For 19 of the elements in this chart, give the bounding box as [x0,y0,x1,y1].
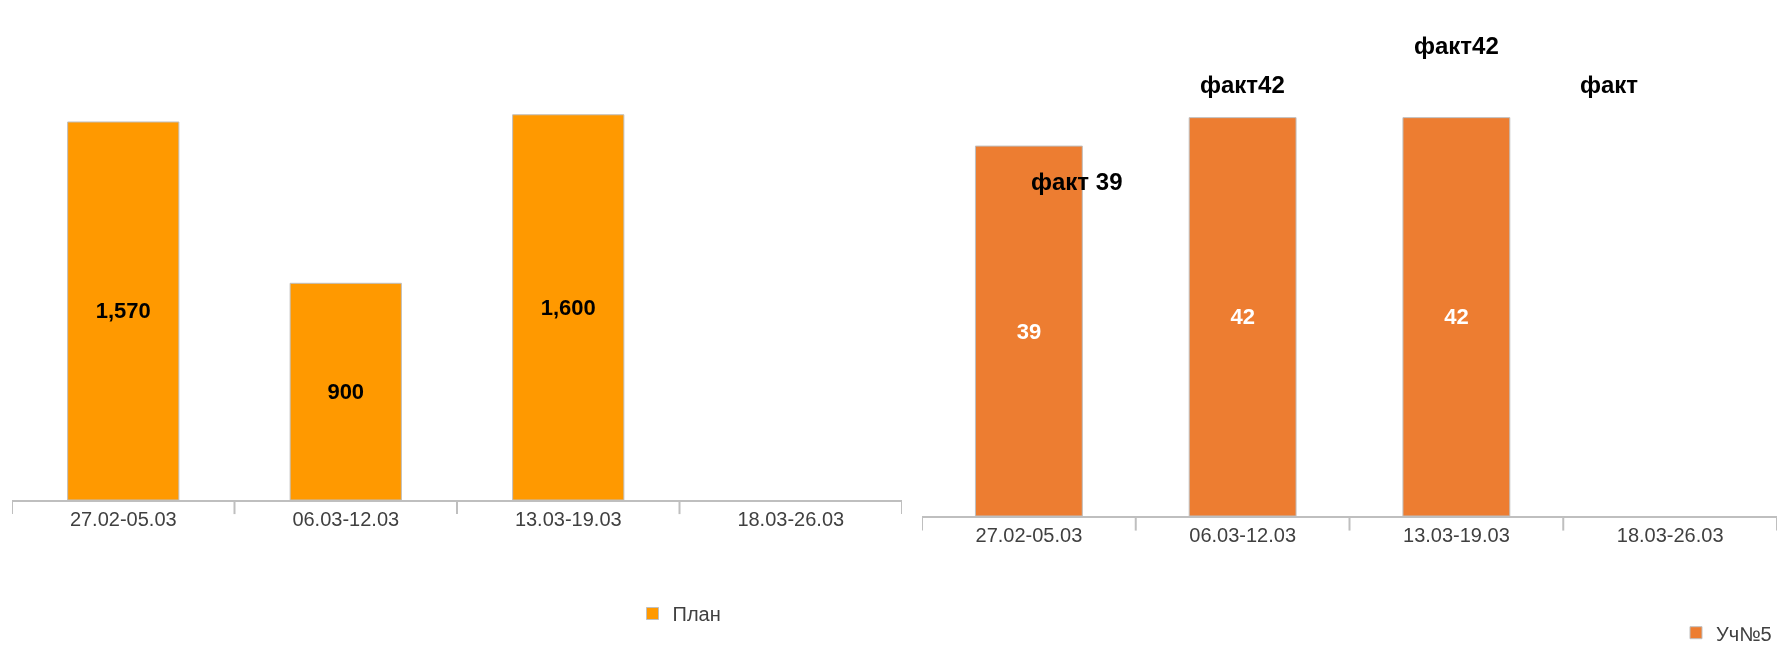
x-tick-label: 13.03-19.03 [1403,524,1510,546]
legend-label: Уч№5 [1716,622,1772,645]
x-tick-label: 27.02-05.03 [975,524,1083,546]
text: факт [1580,71,1639,98]
data-label: 42 [1444,304,1469,330]
data-label: 42 [1230,304,1255,330]
data-label: 1,600 [540,294,596,320]
data-label: 900 [327,379,365,405]
x-tick-label: 18.03-26.03 [737,508,845,530]
x-tick-label: 06.03-12.03 [1189,524,1297,546]
x-tick-label: 13.03-19.03 [514,508,622,530]
x-tick-label: 18.03-26.03 [1616,524,1724,546]
text: факт42 [1414,32,1499,59]
x-tick-label: 06.03-12.03 [292,508,400,530]
text: факт42 [1200,71,1285,98]
data-label: 1,570 [95,298,151,324]
legend-label: План [672,603,721,626]
data-label: 39 [1016,318,1042,344]
x-tick-label: 27.02-05.03 [69,508,177,530]
